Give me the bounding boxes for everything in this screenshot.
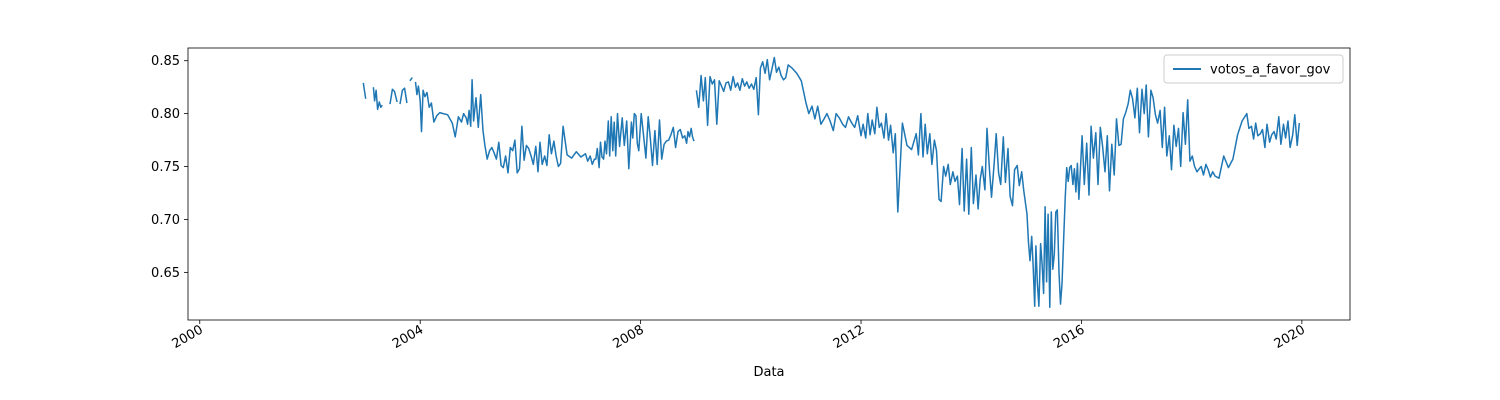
series-line-segment-4 [399, 87, 408, 105]
series-layer [362, 56, 1301, 309]
x-axis-title: Data [753, 365, 784, 380]
legend-label: votos_a_favor_gov [1210, 63, 1331, 78]
series-line-segment-2 [372, 87, 383, 111]
y-tick-label: 0.70 [151, 213, 180, 228]
series-line-segment-5 [409, 77, 413, 82]
series-line-segment-7 [695, 56, 1301, 309]
legend-box [1163, 54, 1344, 84]
y-tick-label: 0.75 [151, 160, 180, 175]
y-tick-label: 0.65 [151, 266, 180, 281]
series-line-segment-1 [362, 82, 367, 99]
y-tick-label: 0.85 [151, 54, 180, 69]
y-tick-label: 0.80 [151, 107, 180, 122]
series-line-segment-3 [389, 88, 398, 105]
plot-frame [187, 47, 1351, 321]
legend: votos_a_favor_gov [1163, 54, 1344, 84]
series-line-segment-6 [414, 79, 695, 174]
y-axis: 0.65 0.70 0.75 0.80 0.85 [151, 54, 188, 281]
